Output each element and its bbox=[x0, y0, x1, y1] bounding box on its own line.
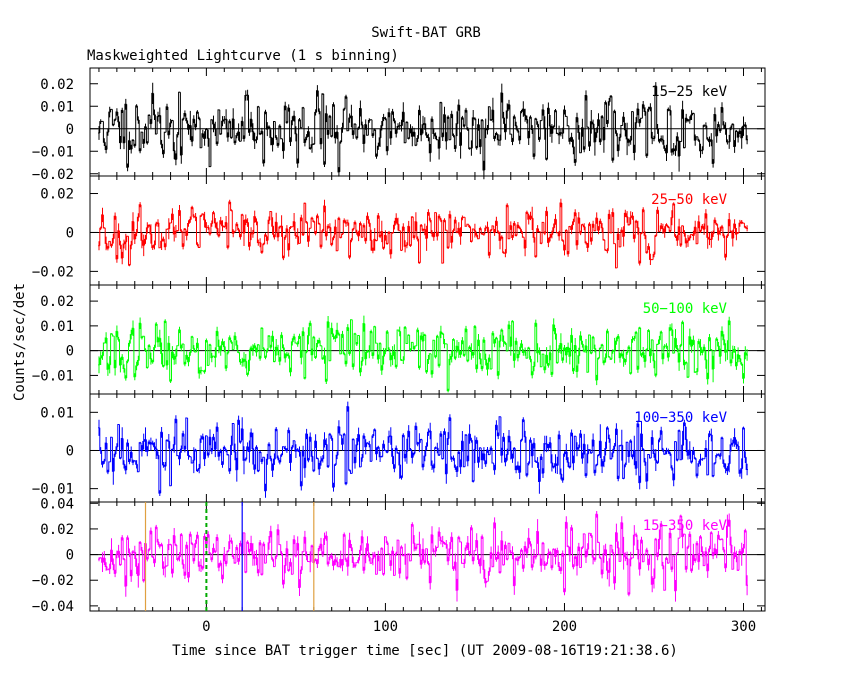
y-tick-label: 0.01 bbox=[40, 319, 74, 335]
series-1-line bbox=[98, 82, 748, 180]
x-axis-label: Time since BAT trigger time [sec] (UT 20… bbox=[172, 643, 678, 659]
y-tick-label: 0.04 bbox=[40, 496, 74, 512]
y-tick-label: 0.02 bbox=[40, 187, 74, 203]
panel-5: 15−350 keV −0.04 −0.02 0 0.02 0.04 bbox=[32, 496, 766, 615]
y-tick-label: 0.02 bbox=[40, 522, 74, 538]
series-4-line bbox=[98, 401, 748, 498]
x-tick-label: 200 bbox=[552, 619, 577, 635]
y-tick-label: 0 bbox=[66, 548, 74, 564]
panel-3: 50−100 keV −0.01 0 0.01 0.02 bbox=[32, 284, 766, 395]
x-tick-label: 100 bbox=[373, 619, 398, 635]
band-label-2: 25−50 keV bbox=[651, 192, 727, 208]
panel-2: 25−50 keV −0.02 0 0.02 bbox=[32, 175, 766, 286]
chart-subtitle: Maskweighted Lightcurve (1 s binning) bbox=[87, 48, 399, 64]
y-axis-label: Counts/sec/det bbox=[12, 283, 28, 401]
y-tick-label: −0.01 bbox=[32, 482, 74, 498]
y-tick-label: −0.01 bbox=[32, 144, 74, 160]
y-tick-label: −0.02 bbox=[32, 167, 74, 183]
panel-4: 100−350 keV −0.01 0 0.01 bbox=[32, 393, 766, 503]
x-tick-label: 300 bbox=[731, 619, 756, 635]
y-tick-label: 0.02 bbox=[40, 294, 74, 310]
y-tick-label: 0.01 bbox=[40, 405, 74, 421]
panels-layer: 15−25 keV −0.02 −0.01 0 0.01 0.02 25−50 keV −0.… bbox=[32, 67, 766, 635]
y-tick-label: −0.01 bbox=[32, 368, 74, 384]
series-3-line bbox=[98, 315, 748, 393]
series-2-line bbox=[98, 198, 748, 269]
band-label-5: 15−350 keV bbox=[643, 518, 728, 534]
y-tick-label: 0 bbox=[66, 443, 74, 459]
band-label-1: 15−25 keV bbox=[651, 84, 727, 100]
y-tick-label: −0.02 bbox=[32, 264, 74, 280]
x-tick-label: 0 bbox=[202, 619, 210, 635]
band-label-4: 100−350 keV bbox=[634, 410, 727, 426]
panel-1: 15−25 keV −0.02 −0.01 0 0.01 0.02 bbox=[32, 67, 766, 183]
y-tick-label: 0 bbox=[66, 122, 74, 138]
y-tick-label: −0.02 bbox=[32, 573, 74, 589]
y-tick-label: −0.04 bbox=[32, 599, 74, 615]
y-tick-label: 0.01 bbox=[40, 99, 74, 115]
band-label-3: 50−100 keV bbox=[643, 301, 728, 317]
y-tick-label: 0 bbox=[66, 225, 74, 241]
chart-title: Swift-BAT GRB bbox=[371, 25, 481, 41]
panel-frame bbox=[89, 501, 766, 612]
y-tick-label: 0.02 bbox=[40, 77, 74, 93]
y-tick-label: 0 bbox=[66, 344, 74, 360]
